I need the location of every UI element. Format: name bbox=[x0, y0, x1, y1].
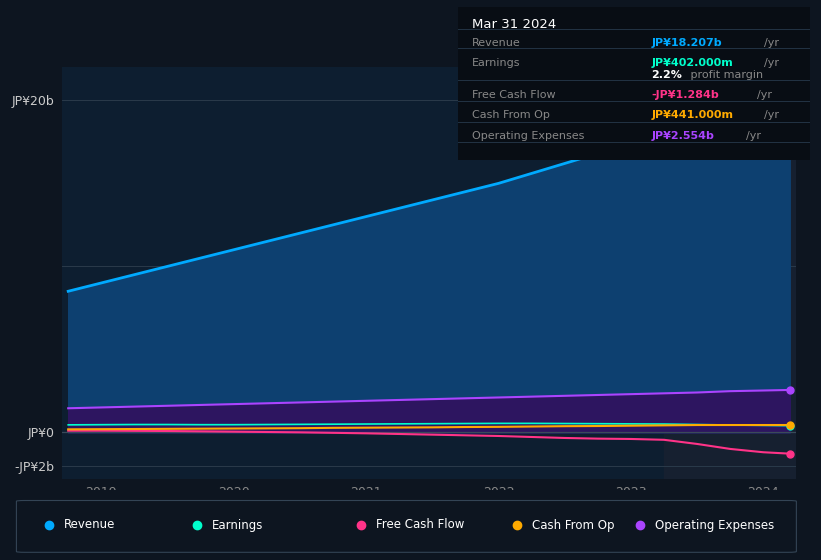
Text: JP¥441.000m: JP¥441.000m bbox=[651, 110, 733, 120]
Text: Operating Expenses: Operating Expenses bbox=[472, 130, 585, 141]
Text: /yr: /yr bbox=[764, 110, 779, 120]
Text: /yr: /yr bbox=[764, 58, 779, 68]
Text: JP¥402.000m: JP¥402.000m bbox=[651, 58, 733, 68]
Text: Revenue: Revenue bbox=[472, 38, 521, 48]
Text: Mar 31 2024: Mar 31 2024 bbox=[472, 18, 557, 31]
Text: JP¥2.554b: JP¥2.554b bbox=[651, 130, 714, 141]
FancyBboxPatch shape bbox=[16, 501, 796, 552]
Text: Operating Expenses: Operating Expenses bbox=[655, 519, 774, 531]
Text: profit margin: profit margin bbox=[686, 70, 763, 80]
Text: /yr: /yr bbox=[746, 130, 761, 141]
Text: Earnings: Earnings bbox=[472, 58, 521, 68]
Text: Revenue: Revenue bbox=[64, 519, 116, 531]
Text: Earnings: Earnings bbox=[212, 519, 264, 531]
Text: Free Cash Flow: Free Cash Flow bbox=[376, 519, 465, 531]
Text: Free Cash Flow: Free Cash Flow bbox=[472, 90, 556, 100]
Text: /yr: /yr bbox=[757, 90, 772, 100]
Text: -JP¥1.284b: -JP¥1.284b bbox=[651, 90, 719, 100]
Text: /yr: /yr bbox=[764, 38, 779, 48]
Bar bbox=[664, 67, 796, 479]
Text: 2.2%: 2.2% bbox=[651, 70, 682, 80]
Text: Cash From Op: Cash From Op bbox=[472, 110, 550, 120]
Text: JP¥18.207b: JP¥18.207b bbox=[651, 38, 722, 48]
Text: Cash From Op: Cash From Op bbox=[532, 519, 614, 531]
